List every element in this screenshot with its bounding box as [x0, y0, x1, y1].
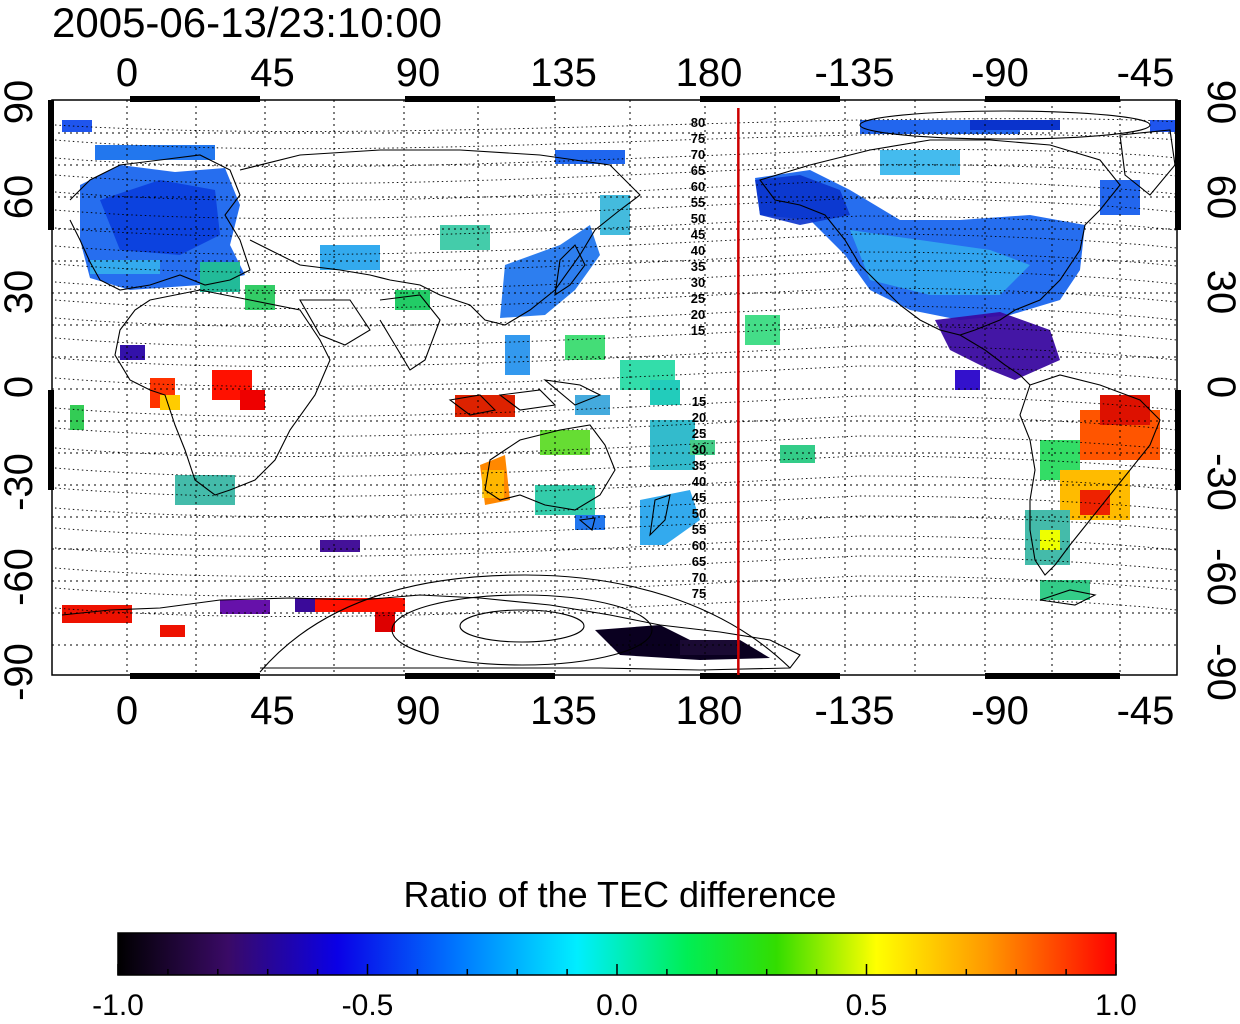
- contour-label: 50: [691, 211, 705, 226]
- tec-data-patches: [62, 120, 1177, 660]
- contour-label: 35: [691, 259, 705, 274]
- x-tick-label-bottom: 135: [530, 689, 597, 733]
- y-tick-label-left: -60: [0, 548, 41, 606]
- contour-label: 15: [691, 323, 705, 338]
- y-tick-label-left: 60: [0, 175, 41, 220]
- x-tick-label-top: -45: [1117, 51, 1175, 95]
- x-tick-label-bottom: -45: [1117, 689, 1175, 733]
- coastlines: [61, 129, 1176, 671]
- contour-label: 15: [692, 394, 706, 409]
- y-tick-label-right: 90: [1199, 80, 1240, 125]
- contour-label: 45: [692, 490, 706, 505]
- x-tick-label-top: -135: [814, 51, 894, 95]
- contour-label: 60: [691, 179, 705, 194]
- y-tick-label-left: -90: [0, 643, 41, 701]
- contour-label: 25: [691, 291, 705, 306]
- y-axis-left-labels: 90 60 30 0 -30 -60 -90: [0, 80, 41, 701]
- y-tick-label-left: -30: [0, 453, 41, 511]
- frame-tick-bars: [48, 96, 1181, 679]
- y-tick-label-left: 0: [0, 376, 41, 398]
- contour-label: 80: [691, 115, 705, 130]
- y-axis-right-labels: 90 60 30 0 -30 -60 -90: [1199, 80, 1240, 701]
- contour-label: 35: [692, 458, 706, 473]
- contour-label: 50: [692, 506, 706, 521]
- contour-label: 70: [692, 570, 706, 585]
- contour-label: 25: [692, 426, 706, 441]
- x-tick-label-bottom: -90: [971, 689, 1029, 733]
- contour-label: 55: [692, 522, 706, 537]
- colorbar-tick-label: 0.5: [846, 989, 888, 1022]
- magnetic-latitude-contours: [54, 118, 1177, 617]
- plot-frame: [51, 99, 1178, 676]
- x-tick-label-bottom: 45: [250, 689, 295, 733]
- x-tick-label-top: -90: [971, 51, 1029, 95]
- contour-label: 20: [692, 410, 706, 425]
- y-tick-label-left: 30: [0, 270, 41, 315]
- x-tick-label-top: 45: [250, 51, 295, 95]
- contour-label: 30: [692, 442, 706, 457]
- contour-labels: 8075706560555045403530252015152025303540…: [691, 115, 706, 601]
- colorbar-ticks: [117, 964, 1117, 975]
- y-tick-label-right: 30: [1199, 270, 1240, 315]
- contour-label: 60: [692, 538, 706, 553]
- y-tick-label-right: 60: [1199, 175, 1240, 220]
- contour-label: 65: [692, 554, 706, 569]
- y-tick-label-right: -30: [1199, 453, 1240, 511]
- y-tick-label-right: -60: [1199, 548, 1240, 606]
- contour-label: 20: [691, 307, 705, 322]
- x-tick-label-top: 90: [396, 51, 441, 95]
- x-tick-label-bottom: 90: [396, 689, 441, 733]
- colorbar-tick-labels: -1.0 -0.5 0.0 0.5 1.0: [92, 989, 1137, 1022]
- contour-label: 40: [691, 243, 705, 258]
- colorbar-tick-label: -0.5: [342, 989, 394, 1022]
- colorbar-tick-label: 1.0: [1095, 989, 1137, 1022]
- x-axis-top-labels: 0 45 90 135 180 -135 -90 -45: [116, 51, 1175, 95]
- contour-label: 75: [692, 586, 706, 601]
- contour-label: 45: [691, 227, 705, 242]
- colorbar-tick-label: -1.0: [92, 989, 144, 1022]
- contour-label: 70: [691, 147, 705, 162]
- contour-label: 75: [691, 131, 705, 146]
- contour-label: 65: [691, 163, 705, 178]
- x-tick-label-bottom: 180: [676, 689, 743, 733]
- contour-label: 55: [691, 195, 705, 210]
- colorbar-tick-label: 0.0: [596, 989, 638, 1022]
- south-pole-contours: [259, 110, 1151, 673]
- x-axis-bottom-labels: 0 45 90 135 180 -135 -90 -45: [116, 689, 1175, 733]
- x-tick-label-top: 180: [676, 51, 743, 95]
- y-tick-label-left: 90: [0, 80, 41, 125]
- map-grid: [52, 100, 1177, 675]
- x-tick-label-bottom: 0: [116, 689, 138, 733]
- colorbar-title: Ratio of the TEC difference: [403, 874, 837, 915]
- timestamp-title: 2005-06-13/23:10:00: [52, 0, 442, 46]
- x-tick-label-top: 0: [116, 51, 138, 95]
- x-tick-label-top: 135: [530, 51, 597, 95]
- y-tick-label-right: 0: [1199, 376, 1240, 398]
- y-tick-label-right: -90: [1199, 643, 1240, 701]
- x-tick-label-bottom: -135: [814, 689, 894, 733]
- contour-label: 30: [691, 275, 705, 290]
- contour-label: 40: [692, 474, 706, 489]
